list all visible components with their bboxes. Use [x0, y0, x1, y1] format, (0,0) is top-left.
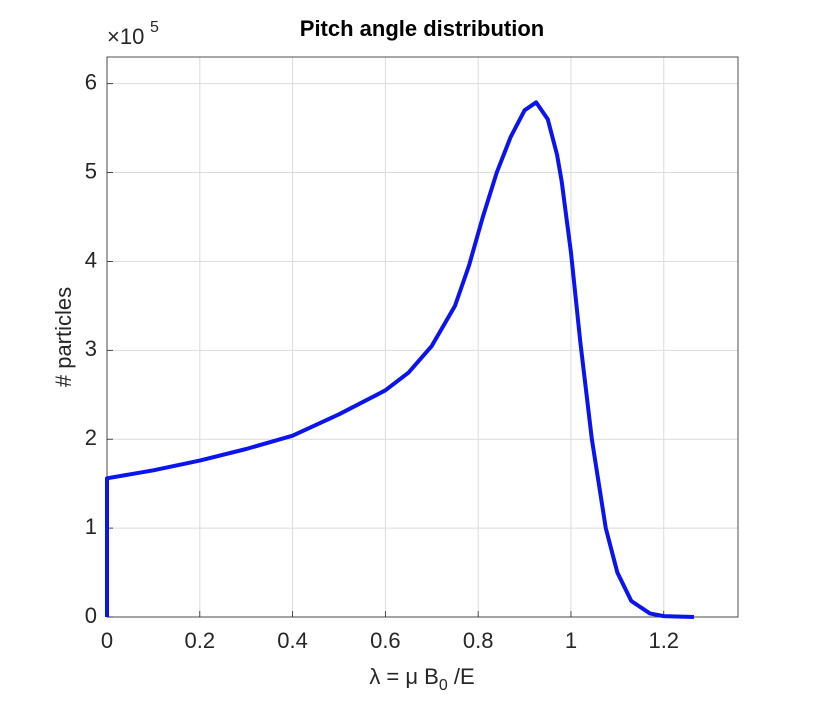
x-tick-label: 1: [565, 628, 577, 653]
x-axis-label: λ = μ B0 /E: [369, 664, 474, 694]
y-multiplier: ×10: [107, 24, 144, 49]
y-tick-label: 4: [85, 247, 97, 272]
x-tick-label: 0.4: [277, 628, 308, 653]
y-axis-label: # particles: [51, 287, 76, 387]
grid: [106, 57, 738, 618]
y-tick-label: 2: [85, 425, 97, 450]
x-tick-label: 0.2: [184, 628, 215, 653]
y-tick-label: 5: [85, 158, 97, 183]
y-tick-label: 1: [85, 514, 97, 539]
y-multiplier-exponent: 5: [150, 19, 159, 36]
y-tick-label: 6: [85, 69, 97, 94]
chart-title: Pitch angle distribution: [300, 16, 544, 41]
x-axis-label-sub: 0: [439, 677, 448, 694]
y-tick-label: 3: [85, 336, 97, 361]
x-tick-label: 1.2: [648, 628, 679, 653]
x-tick-label: 0.8: [463, 628, 494, 653]
x-axis-label-main: λ = μ B: [369, 664, 439, 689]
y-tick-label: 0: [85, 603, 97, 628]
data-line: [105, 100, 694, 619]
x-tick-label: 0: [101, 628, 113, 653]
axes-box: [106, 56, 739, 618]
x-axis-label-tail: /E: [448, 664, 475, 689]
x-tick-label: 0.6: [370, 628, 401, 653]
